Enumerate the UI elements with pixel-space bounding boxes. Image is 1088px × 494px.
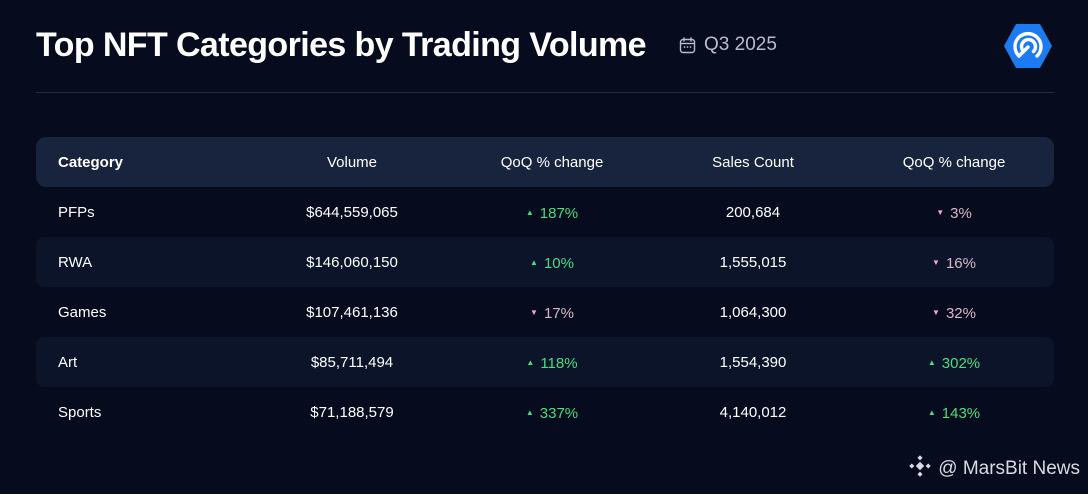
volume-change-value: 17% xyxy=(543,304,574,322)
cell-volume-qoq: ▲ 118% xyxy=(452,352,652,372)
sales-change: ▼ 16% xyxy=(932,255,976,272)
cell-sales-qoq: ▼ 3% xyxy=(854,202,1054,222)
table-row: Games $107,461,136 ▼ 17% 1,064,300 ▼ 32% xyxy=(36,287,1054,337)
cell-sales-count: 1,555,015 xyxy=(719,253,787,271)
table-row: RWA $146,060,150 ▲ 10% 1,555,015 ▼ 16% xyxy=(36,237,1054,287)
cell-volume: $644,559,065 xyxy=(306,203,398,221)
sales-change: ▼ 3% xyxy=(936,205,972,222)
period-label: Q3 2025 xyxy=(679,34,777,56)
triangle-down-icon: ▼ xyxy=(530,308,538,318)
triangle-up-icon: ▲ xyxy=(927,358,936,368)
cell-volume: $85,711,494 xyxy=(310,353,394,371)
triangle-up-icon: ▲ xyxy=(530,258,538,268)
cell-volume-qoq: ▲ 187% xyxy=(452,202,652,222)
header-volume: Volume xyxy=(326,153,378,171)
cell-volume-qoq: ▼ 17% xyxy=(452,302,652,322)
triangle-up-icon: ▲ xyxy=(526,358,535,368)
volume-change: ▲ 337% xyxy=(526,405,578,422)
volume-change-value: 118% xyxy=(540,354,578,372)
table-body: PFPs $644,559,065 ▲ 187% 200,684 ▼ 3% RWA $146,0… xyxy=(36,187,1054,437)
watermark: @ MarsBit News xyxy=(908,454,1080,484)
sales-change-value: 302% xyxy=(941,354,981,372)
sales-change-value: 3% xyxy=(950,204,972,222)
volume-change-value: 337% xyxy=(539,404,579,422)
table-row: Art $85,711,494 ▲ 118% 1,554,390 ▲ 302% xyxy=(36,337,1054,387)
triangle-up-icon: ▲ xyxy=(525,408,534,418)
cell-sales-count: 1,064,300 xyxy=(719,303,787,321)
cell-sales-qoq: ▲ 143% xyxy=(854,402,1054,422)
brand-logo-icon xyxy=(1003,23,1053,69)
cell-sales-count: 1,554,390 xyxy=(719,353,787,371)
cell-volume: $146,060,150 xyxy=(306,253,398,271)
volume-change: ▲ 118% xyxy=(526,355,577,372)
cell-category: RWA xyxy=(58,253,93,271)
volume-change-value: 10% xyxy=(543,254,574,272)
volume-change-value: 187% xyxy=(539,204,579,222)
header-divider xyxy=(36,92,1054,93)
header-category: Category xyxy=(58,153,124,171)
categories-table: Category Volume QoQ % change Sales Count… xyxy=(36,137,1054,437)
table-header-row: Category Volume QoQ % change Sales Count… xyxy=(36,137,1054,187)
calendar-icon xyxy=(679,36,696,54)
header-volume-qoq: QoQ % change xyxy=(500,153,604,171)
cell-category: Sports xyxy=(58,403,102,421)
volume-change: ▼ 17% xyxy=(530,305,574,322)
watermark-text: @ MarsBit News xyxy=(938,458,1080,479)
table-row: PFPs $644,559,065 ▲ 187% 200,684 ▼ 3% xyxy=(36,187,1054,237)
volume-change: ▲ 187% xyxy=(526,205,578,222)
triangle-down-icon: ▼ xyxy=(936,208,945,218)
triangle-up-icon: ▲ xyxy=(927,408,936,418)
cell-category: Games xyxy=(58,303,107,321)
cell-sales-count: 200,684 xyxy=(725,203,781,221)
cell-sales-count: 4,140,012 xyxy=(719,403,787,421)
cell-volume: $107,461,136 xyxy=(306,303,398,321)
cell-volume-qoq: ▲ 10% xyxy=(452,252,652,272)
triangle-down-icon: ▼ xyxy=(932,258,940,268)
sales-change-value: 32% xyxy=(945,304,976,322)
binance-diamond-icon xyxy=(908,454,932,484)
triangle-up-icon: ▲ xyxy=(525,208,534,218)
volume-change: ▲ 10% xyxy=(530,255,574,272)
cell-category: PFPs xyxy=(58,203,95,221)
triangle-down-icon: ▼ xyxy=(932,308,940,318)
period-text: Q3 2025 xyxy=(704,34,777,55)
sales-change-value: 143% xyxy=(941,404,981,422)
cell-sales-qoq: ▼ 16% xyxy=(854,252,1054,272)
page-title: Top NFT Categories by Trading Volume xyxy=(36,26,647,64)
cell-sales-qoq: ▲ 302% xyxy=(854,352,1054,372)
sales-change: ▼ 32% xyxy=(932,305,976,322)
cell-volume-qoq: ▲ 337% xyxy=(452,402,652,422)
header-sales-count: Sales Count xyxy=(712,153,794,171)
header-sales-qoq: QoQ % change xyxy=(902,153,1006,171)
cell-category: Art xyxy=(58,353,78,371)
cell-sales-qoq: ▼ 32% xyxy=(854,302,1054,322)
sales-change: ▲ 302% xyxy=(928,355,980,372)
sales-change-value: 16% xyxy=(945,254,976,272)
sales-change: ▲ 143% xyxy=(928,405,980,422)
cell-volume: $71,188,579 xyxy=(310,403,394,421)
table-row: Sports $71,188,579 ▲ 337% 4,140,012 ▲ 143% xyxy=(36,387,1054,437)
